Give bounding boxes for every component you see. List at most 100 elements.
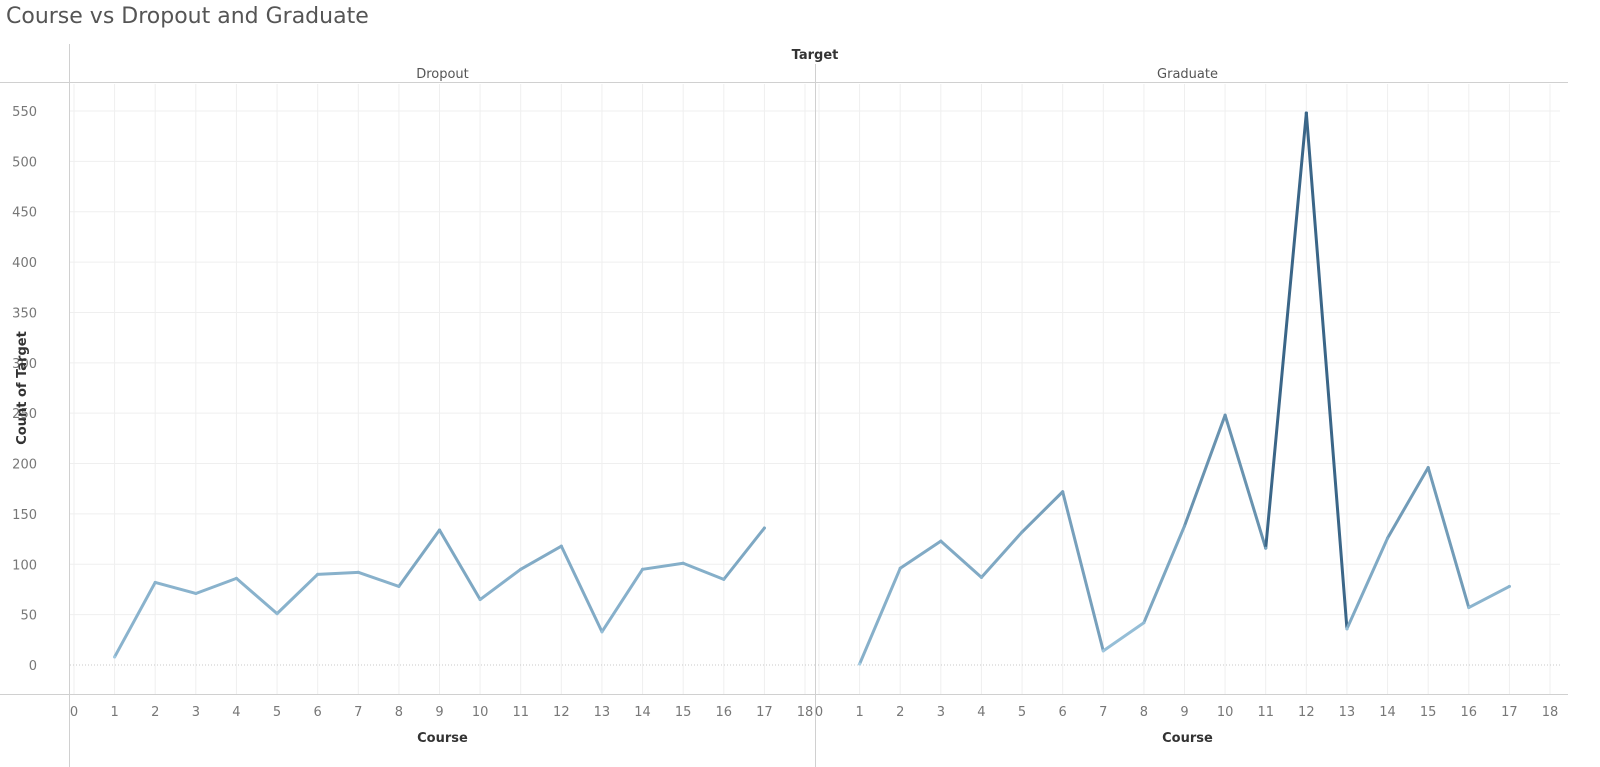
line-segment-graduate xyxy=(1223,413,1268,550)
x-tick-label: 13 xyxy=(1339,705,1356,720)
x-tick-label: 10 xyxy=(1217,705,1234,720)
y-tick-label: 100 xyxy=(12,558,37,573)
line-segment-graduate xyxy=(1020,490,1065,534)
line-segment-graduate xyxy=(979,530,1024,579)
header-label: Target xyxy=(792,48,839,63)
x-tick-label: 0 xyxy=(815,705,823,720)
line-segment-graduate xyxy=(858,566,902,666)
x-tick-label: 14 xyxy=(1379,705,1396,720)
grid-layer xyxy=(70,84,1560,694)
y-tick-label: 50 xyxy=(20,609,37,624)
line-segment-graduate xyxy=(1386,466,1430,540)
x-tick-label: 7 xyxy=(354,705,362,720)
data-point-graduate xyxy=(1386,536,1390,540)
y-axis-label: Count of Target xyxy=(15,331,30,445)
panel-header-graduate: Graduate xyxy=(1157,67,1218,82)
data-point-dropout xyxy=(194,591,198,595)
data-point-graduate xyxy=(1467,606,1471,610)
x-tick-label: 15 xyxy=(675,705,692,720)
x-tick-label: 1 xyxy=(110,705,118,720)
x-tick-label: 5 xyxy=(273,705,281,720)
x-tick-label: 11 xyxy=(1257,705,1274,720)
x-tick-label: 12 xyxy=(1298,705,1315,720)
y-tick-label: 150 xyxy=(12,508,37,523)
y-tick-label: 500 xyxy=(12,155,37,170)
data-point-graduate xyxy=(1426,466,1430,470)
data-point-graduate xyxy=(979,575,983,579)
line-segment-graduate xyxy=(1142,524,1186,625)
data-point-dropout xyxy=(559,544,563,548)
line-segment-dropout xyxy=(438,528,482,602)
data-point-graduate xyxy=(1101,649,1105,653)
x-tick-label: 0 xyxy=(70,705,78,720)
x-tick-label: 7 xyxy=(1099,705,1107,720)
data-point-graduate xyxy=(1183,524,1186,528)
data-point-dropout xyxy=(438,528,441,532)
line-segment-dropout xyxy=(316,570,360,576)
line-segment-dropout xyxy=(600,567,645,634)
line-segment-graduate xyxy=(1304,111,1349,631)
line-segment-dropout xyxy=(559,544,604,634)
x-tick-label: 9 xyxy=(1180,705,1188,720)
data-point-graduate xyxy=(1345,627,1349,631)
x-tick-label: 18 xyxy=(1542,705,1559,720)
line-segment-dropout xyxy=(113,580,157,659)
x-tick-label: 8 xyxy=(1140,705,1148,720)
x-tick-label: 5 xyxy=(1018,705,1026,720)
frame-layer xyxy=(0,44,1568,767)
line-segment-dropout xyxy=(722,526,766,581)
panel-header-dropout: Dropout xyxy=(416,67,469,82)
x-tick-label: 15 xyxy=(1420,705,1437,720)
data-point-graduate xyxy=(1507,584,1511,588)
x-tick-label: 18 xyxy=(797,705,814,720)
x-tick-label: 11 xyxy=(512,705,529,720)
line-segment-graduate xyxy=(1101,621,1146,653)
line-segment-dropout xyxy=(194,576,238,595)
data-point-dropout xyxy=(478,598,482,602)
data-point-dropout xyxy=(316,572,320,576)
x-tick-label: 3 xyxy=(937,705,945,720)
x-tick-label: 9 xyxy=(435,705,443,720)
x-tick-label: 17 xyxy=(756,705,773,720)
data-point-graduate xyxy=(939,539,943,543)
x-tick-label: 4 xyxy=(232,705,240,720)
line-segment-graduate xyxy=(898,539,943,570)
y-tick-label: 250 xyxy=(12,407,37,422)
x-tick-label: 2 xyxy=(896,705,904,720)
line-segment-graduate xyxy=(1061,490,1105,653)
data-point-graduate xyxy=(1020,530,1024,534)
line-segment-dropout xyxy=(478,567,523,602)
data-point-graduate xyxy=(898,566,902,570)
line-segment-graduate xyxy=(939,539,983,579)
data-point-dropout xyxy=(113,655,117,659)
line-segment-graduate xyxy=(1426,466,1471,610)
data-point-dropout xyxy=(356,570,360,574)
line-segment-graduate xyxy=(1345,536,1390,631)
x-tick-label: 1 xyxy=(855,705,863,720)
x-axis-label: Course xyxy=(417,731,468,746)
x-tick-label: 4 xyxy=(977,705,985,720)
data-point-graduate xyxy=(858,662,862,666)
data-point-graduate xyxy=(1061,490,1065,494)
x-tick-label: 6 xyxy=(314,705,322,720)
data-point-dropout xyxy=(762,526,766,530)
x-tick-label: 14 xyxy=(634,705,651,720)
x-tick-label: 17 xyxy=(1501,705,1518,720)
x-axis-label: Course xyxy=(1162,731,1213,746)
y-tick-label: 450 xyxy=(12,206,37,221)
x-tick-label: 3 xyxy=(192,705,200,720)
line-segment-dropout xyxy=(234,576,279,616)
data-point-dropout xyxy=(641,567,645,571)
y-tick-label: 200 xyxy=(12,458,37,473)
x-tick-label: 12 xyxy=(553,705,570,720)
x-tick-label: 8 xyxy=(395,705,403,720)
x-tick-label: 10 xyxy=(472,705,489,720)
x-tick-label: 2 xyxy=(151,705,159,720)
line-segment-graduate xyxy=(1467,584,1511,610)
line-layer xyxy=(113,111,1511,666)
data-point-graduate xyxy=(1304,111,1308,115)
data-point-dropout xyxy=(234,576,238,580)
data-point-graduate xyxy=(1264,546,1268,550)
